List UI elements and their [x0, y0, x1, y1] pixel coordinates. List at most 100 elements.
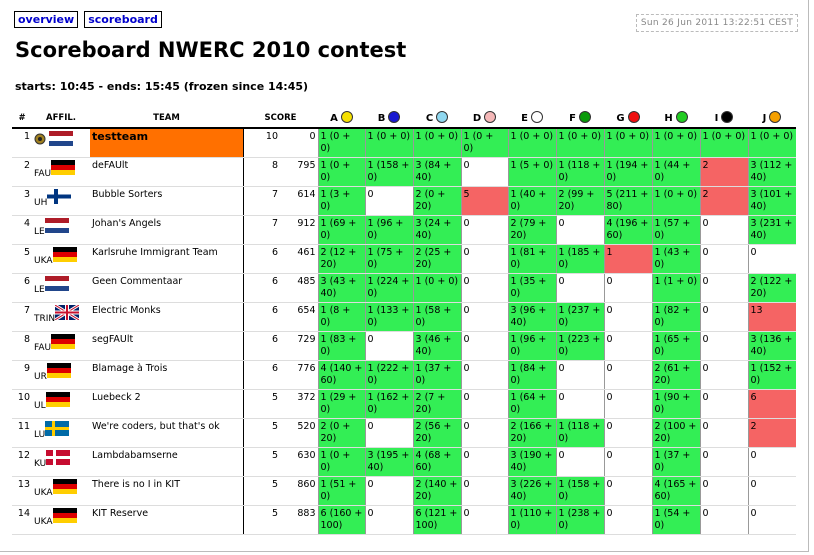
- problem-cell: 3 (84 + 40): [412, 157, 461, 187]
- problem-cell: 1 (133 + 0): [364, 302, 413, 332]
- problem-cell: 1 (8 + 0): [317, 302, 365, 332]
- affiliation: TRIN: [32, 302, 90, 332]
- problem-cell: 3 (231 + 40): [747, 215, 796, 245]
- problem-cell: 4 (68 + 60): [412, 447, 461, 477]
- problem-cell: 0: [460, 418, 508, 448]
- problem-cell: 2 (56 + 20): [412, 418, 461, 448]
- flag: [44, 217, 69, 233]
- problem-cell: 0: [364, 331, 413, 361]
- problem-cell: 1 (223 + 0): [555, 331, 604, 361]
- affiliation: FAU: [32, 157, 90, 187]
- problem-cell: 3 (195 + 40): [364, 447, 413, 477]
- problem-label: D: [472, 113, 482, 124]
- rank: 6: [12, 273, 32, 303]
- problem-cell: 1 (54 + 0): [651, 505, 700, 535]
- team-icon: [34, 133, 49, 144]
- problem-cell: 0: [699, 447, 748, 477]
- penalty-time: 461: [280, 244, 318, 274]
- problem-cell: 1 (0 + 0): [651, 128, 700, 158]
- problem-cell: 1 (158 + 0): [364, 157, 413, 187]
- problem-cell: 0: [603, 418, 652, 448]
- team-row: 6 LE Geen Commentaar 6 485 3 (43 + 40) 1 (224 …: [12, 273, 796, 303]
- problem-header: I: [700, 108, 748, 129]
- affiliation: UKA: [32, 505, 90, 535]
- problem-cell: 1 (69 + 0): [317, 215, 365, 245]
- solved: 5: [242, 447, 280, 477]
- problem-cell: 1 (0 + 0): [364, 128, 413, 158]
- problem-cell: 3 (226 + 40): [507, 476, 556, 506]
- problem-cell: 1 (0 + 0): [651, 186, 700, 216]
- rank: 4: [12, 215, 32, 245]
- penalty-time: 912: [280, 215, 318, 245]
- nav-link[interactable]: overview: [14, 11, 79, 28]
- nav-link[interactable]: scoreboard: [84, 11, 162, 28]
- problem-cell: 1 (152 + 0): [747, 360, 796, 390]
- affiliation: FAU: [32, 331, 90, 361]
- problem-cell: 0: [603, 505, 652, 535]
- affiliation-code: UL: [34, 400, 46, 411]
- clock: Sun 26 Jun 2011 13:22:51 CEST: [635, 14, 798, 32]
- problem-cell: 0: [603, 447, 652, 477]
- problem-header: C: [413, 108, 461, 129]
- problem-label: A: [330, 113, 338, 124]
- rank: 14: [12, 505, 32, 535]
- problem-cell: 6: [747, 389, 796, 419]
- problem-label: E: [521, 113, 528, 124]
- problem-cell: 2 (100 + 20): [651, 418, 700, 448]
- team-name: Bubble Sorters: [90, 186, 243, 216]
- problem-cell: 1 (1 + 0): [651, 273, 700, 303]
- rank: 9: [12, 360, 32, 390]
- team-name: We're coders, but that's ok: [90, 418, 243, 448]
- team-row: 9 UR Blamage à Trois 6 776 4 (140 + 60) 1 (222…: [12, 360, 796, 390]
- problem-cell: 0: [603, 302, 652, 332]
- problem-cell: 0: [699, 302, 748, 332]
- nav: overview scoreboard: [14, 11, 162, 28]
- team-name: Johan's Angels: [90, 215, 243, 245]
- team-row: 14 UKA KIT Reserve 5 883 6 (160 + 100) 0 6 (121…: [12, 505, 796, 535]
- problem-label: B: [377, 113, 386, 124]
- problem-cell: 0: [460, 389, 508, 419]
- team-row: 1 testteam 10 0 1 (0 + 0) 1 (0 + 0) 1 (0 + 0) 1…: [12, 128, 796, 158]
- problem-cell: 2 (0 + 20): [412, 186, 461, 216]
- problem-label: I: [714, 113, 719, 124]
- problem-cell: 3 (136 + 40): [747, 331, 796, 361]
- team-row: 3 UH Bubble Sorters 7 614 1 (3 + 0) 0 2 (0 + 20…: [12, 186, 796, 216]
- problem-cell: 6 (160 + 100): [317, 505, 365, 535]
- header-row: # AFFIL. TEAM SCORE A B C D E F G H I J: [12, 108, 796, 129]
- problem-cell: 2 (7 + 20): [412, 389, 461, 419]
- penalty-time: 883: [280, 505, 318, 535]
- problem-cell: 0: [555, 273, 604, 303]
- problem-cell: 0: [747, 447, 796, 477]
- problem-cell: 3 (190 + 40): [507, 447, 556, 477]
- problem-cell: 1 (44 + 0): [651, 157, 700, 187]
- problem-cell: 1 (0 + 0): [603, 128, 652, 158]
- problem-cell: 1 (194 + 0): [603, 157, 652, 187]
- problem-cell: 1 (0 + 0): [412, 273, 461, 303]
- problem-cell: 2 (79 + 20): [507, 215, 556, 245]
- problem-cell: 0: [460, 331, 508, 361]
- flag: [44, 275, 69, 291]
- problem-cell: 1 (29 + 0): [317, 389, 365, 419]
- solved: 6: [242, 244, 280, 274]
- problem-cell: 2 (0 + 20): [317, 418, 365, 448]
- penalty-time: 614: [280, 186, 318, 216]
- problem-cell: 0: [364, 186, 413, 216]
- affiliation: UH: [32, 186, 90, 216]
- problem-cell: 1 (5 + 0): [507, 157, 556, 187]
- problem-cell: 1 (158 + 0): [555, 476, 604, 506]
- affiliation: [32, 128, 90, 158]
- flag: [52, 246, 77, 262]
- affiliation-code: LU: [34, 429, 46, 440]
- penalty-time: 630: [280, 447, 318, 477]
- problem-label: F: [569, 113, 576, 124]
- scoreboard: # AFFIL. TEAM SCORE A B C D E F G H I J 1 testteam 10 0 1…: [12, 108, 796, 535]
- rank: 7: [12, 302, 32, 332]
- affiliation-code: KU: [34, 458, 47, 469]
- problem-cell: 1 (58 + 0): [412, 302, 461, 332]
- flag: [46, 362, 71, 378]
- problem-cell: 0: [364, 505, 413, 535]
- problem-cell: 0: [460, 476, 508, 506]
- problem-label: H: [664, 113, 673, 124]
- problem-cell: 1 (90 + 0): [651, 389, 700, 419]
